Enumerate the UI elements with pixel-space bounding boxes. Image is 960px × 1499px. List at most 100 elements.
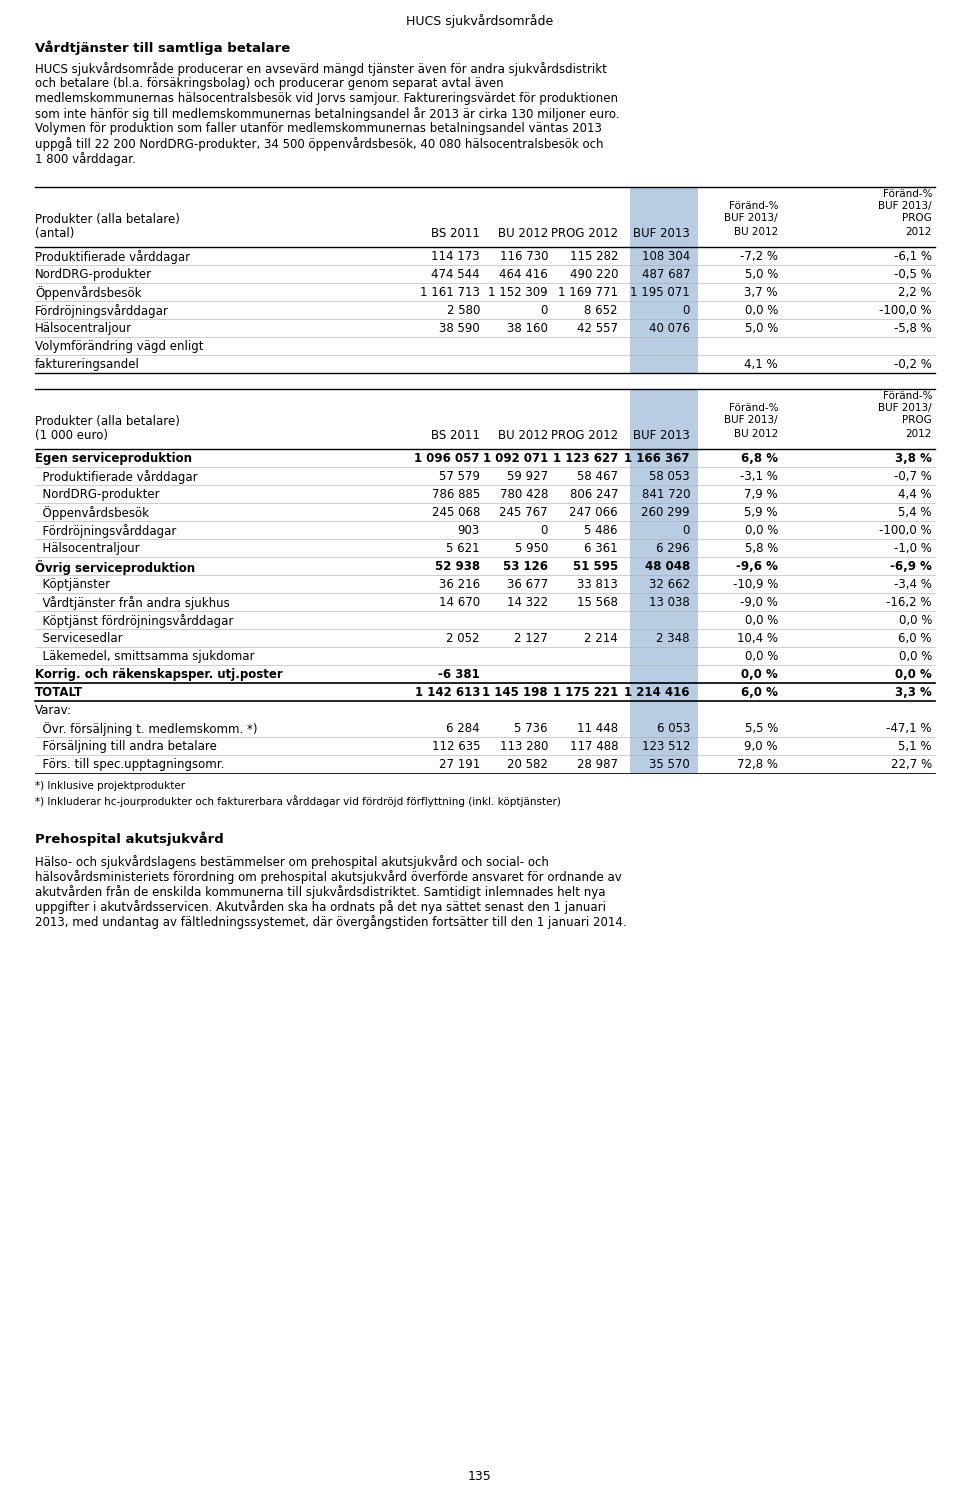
Text: Förs. till spec.upptagningsomr.: Förs. till spec.upptagningsomr. — [35, 758, 225, 770]
Text: 6,0 %: 6,0 % — [741, 687, 778, 699]
Text: TOTALT: TOTALT — [35, 687, 84, 699]
Text: -6 381: -6 381 — [439, 669, 480, 681]
Text: BUF 2013/: BUF 2013/ — [725, 213, 778, 223]
Text: 38 160: 38 160 — [507, 322, 548, 334]
Text: -0,5 %: -0,5 % — [895, 268, 932, 280]
Text: 5,8 %: 5,8 % — [745, 543, 778, 555]
Text: BUF 2013: BUF 2013 — [634, 226, 690, 240]
Text: 53 126: 53 126 — [503, 561, 548, 573]
Text: 35 570: 35 570 — [649, 758, 690, 770]
Text: Övr. försäljning t. medlemskomm. *): Övr. försäljning t. medlemskomm. *) — [35, 723, 257, 736]
Text: 28 987: 28 987 — [577, 758, 618, 770]
Text: 1 092 071: 1 092 071 — [483, 453, 548, 465]
Text: 5 736: 5 736 — [515, 723, 548, 735]
Text: 5 950: 5 950 — [515, 543, 548, 555]
Text: Fördröjningsvårddagar: Fördröjningsvårddagar — [35, 525, 177, 538]
Text: Hälso- och sjukvårdslagens bestämmelser om prehospital akutsjukvård och social- : Hälso- och sjukvårdslagens bestämmelser … — [35, 854, 549, 869]
Text: 0,0 %: 0,0 % — [741, 669, 778, 681]
Text: 108 304: 108 304 — [641, 250, 690, 262]
Text: 117 488: 117 488 — [569, 741, 618, 752]
Text: 14 322: 14 322 — [507, 597, 548, 609]
Text: Servicesedlar: Servicesedlar — [35, 633, 123, 645]
Text: BUF 2013: BUF 2013 — [634, 429, 690, 442]
Text: Öppenvårdsbesök: Öppenvårdsbesök — [35, 286, 141, 300]
Text: Vårdtjänster från andra sjukhus: Vårdtjänster från andra sjukhus — [35, 597, 229, 610]
Text: 114 173: 114 173 — [431, 250, 480, 262]
Text: 1 161 713: 1 161 713 — [420, 286, 480, 298]
Text: 1 169 771: 1 169 771 — [558, 286, 618, 298]
Text: 1 166 367: 1 166 367 — [625, 453, 690, 465]
Text: 245 767: 245 767 — [499, 507, 548, 519]
Text: 0: 0 — [540, 525, 548, 537]
Text: 2012: 2012 — [905, 226, 932, 237]
Text: -7,2 %: -7,2 % — [740, 250, 778, 262]
Text: 841 720: 841 720 — [641, 489, 690, 501]
Text: 0,0 %: 0,0 % — [899, 615, 932, 627]
Text: Prehospital akutsjukvård: Prehospital akutsjukvård — [35, 830, 224, 845]
Bar — [630, 450, 698, 773]
Text: 72,8 %: 72,8 % — [737, 758, 778, 770]
Text: Öppenvårdsbesök: Öppenvårdsbesök — [35, 507, 149, 520]
Text: Föränd-%: Föränd-% — [882, 391, 932, 402]
Text: 1 195 071: 1 195 071 — [631, 286, 690, 298]
Text: -0,7 %: -0,7 % — [894, 471, 932, 483]
Text: BU 2012: BU 2012 — [497, 429, 548, 442]
Text: 113 280: 113 280 — [499, 741, 548, 752]
Text: och betalare (bl.a. försäkringsbolag) och producerar genom separat avtal även: och betalare (bl.a. försäkringsbolag) oc… — [35, 76, 504, 90]
Text: -9,6 %: -9,6 % — [736, 561, 778, 573]
Text: 6 296: 6 296 — [657, 543, 690, 555]
Text: Fördröjningsvårddagar: Fördröjningsvårddagar — [35, 304, 169, 318]
Text: 474 544: 474 544 — [431, 268, 480, 280]
Text: 3,8 %: 3,8 % — [895, 453, 932, 465]
Text: Föränd-%: Föränd-% — [729, 201, 778, 211]
Text: 903: 903 — [458, 525, 480, 537]
Text: Försäljning till andra betalare: Försäljning till andra betalare — [35, 741, 217, 752]
Text: BU 2012: BU 2012 — [733, 226, 778, 237]
Text: hälsovårdsministeriets förordning om prehospital akutsjukvård överförde ansvaret: hälsovårdsministeriets förordning om pre… — [35, 869, 622, 884]
Text: *) Inklusive projektprodukter: *) Inklusive projektprodukter — [35, 781, 185, 791]
Text: Föränd-%: Föränd-% — [882, 189, 932, 199]
Text: 2012: 2012 — [905, 429, 932, 439]
Text: -3,1 %: -3,1 % — [740, 471, 778, 483]
Text: 14 670: 14 670 — [439, 597, 480, 609]
Text: 5 621: 5 621 — [446, 543, 480, 555]
Text: 42 557: 42 557 — [577, 322, 618, 334]
Text: Produktifierade vårddagar: Produktifierade vårddagar — [35, 471, 198, 484]
Text: -10,9 %: -10,9 % — [732, 579, 778, 591]
Bar — [630, 390, 698, 450]
Text: -5,8 %: -5,8 % — [895, 322, 932, 334]
Text: (1 000 euro): (1 000 euro) — [35, 429, 108, 442]
Text: *) Inkluderar hc-jourprodukter och fakturerbara vårddagar vid fördröjd förflyttn: *) Inkluderar hc-jourprodukter och faktu… — [35, 794, 561, 806]
Text: 1 096 057: 1 096 057 — [415, 453, 480, 465]
Text: Egen serviceproduktion: Egen serviceproduktion — [35, 453, 192, 465]
Text: -3,4 %: -3,4 % — [894, 579, 932, 591]
Text: 2013, med undantag av fältledningssystemet, där övergångstiden fortsätter till d: 2013, med undantag av fältledningssystem… — [35, 914, 627, 929]
Text: 245 068: 245 068 — [432, 507, 480, 519]
Text: Varav:: Varav: — [35, 705, 72, 717]
Text: medlemskommunernas hälsocentralsbesök vid Jorvs samjour. Faktureringsvärdet för : medlemskommunernas hälsocentralsbesök vi… — [35, 91, 618, 105]
Text: -6,1 %: -6,1 % — [894, 250, 932, 262]
Text: Volymförändring vägd enligt: Volymförändring vägd enligt — [35, 340, 204, 352]
Text: 5,9 %: 5,9 % — [745, 507, 778, 519]
Text: 490 220: 490 220 — [569, 268, 618, 280]
Text: 22,7 %: 22,7 % — [891, 758, 932, 770]
Text: Korrig. och räkenskapsper. utj.poster: Korrig. och räkenskapsper. utj.poster — [35, 669, 283, 681]
Text: 36 216: 36 216 — [439, 579, 480, 591]
Text: HUCS sjukvårdsområde: HUCS sjukvårdsområde — [406, 13, 554, 28]
Text: 6,8 %: 6,8 % — [741, 453, 778, 465]
Text: 5,5 %: 5,5 % — [745, 723, 778, 735]
Text: 115 282: 115 282 — [569, 250, 618, 262]
Text: uppgå till 22 200 NordDRG-produkter, 34 500 öppenvårdsbesök, 40 080 hälsocentral: uppgå till 22 200 NordDRG-produkter, 34 … — [35, 136, 604, 151]
Text: BUF 2013/: BUF 2013/ — [725, 415, 778, 426]
Text: NordDRG-produkter: NordDRG-produkter — [35, 268, 152, 280]
Text: 51 595: 51 595 — [573, 561, 618, 573]
Text: faktureringsandel: faktureringsandel — [35, 358, 140, 370]
Text: Volymen för produktion som faller utanför medlemskommunernas betalningsandel vän: Volymen för produktion som faller utanfö… — [35, 121, 602, 135]
Text: 5,1 %: 5,1 % — [899, 741, 932, 752]
Text: 8 652: 8 652 — [585, 304, 618, 316]
Text: 487 687: 487 687 — [641, 268, 690, 280]
Text: akutvården från de enskilda kommunerna till sjukvårdsdistriktet. Samtidigt inlem: akutvården från de enskilda kommunerna t… — [35, 884, 606, 899]
Text: Föränd-%: Föränd-% — [729, 403, 778, 414]
Text: -0,2 %: -0,2 % — [894, 358, 932, 370]
Text: 1 214 416: 1 214 416 — [625, 687, 690, 699]
